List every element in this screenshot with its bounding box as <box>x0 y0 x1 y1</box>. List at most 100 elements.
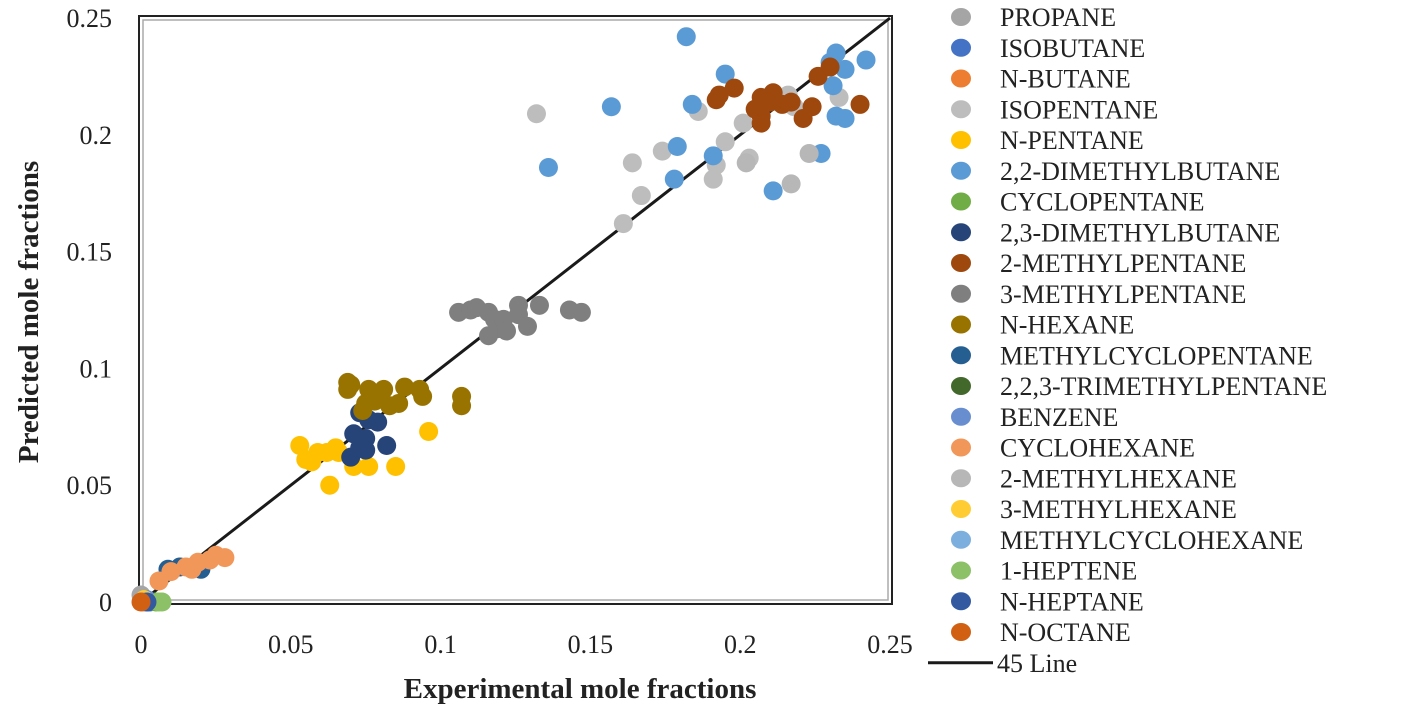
legend-marker-n-butane <box>951 69 971 88</box>
legend-marker-n-pentane <box>951 131 971 149</box>
point-2-3-dimethylbutane <box>356 440 376 460</box>
point-2-2-dimethylbutane <box>763 181 783 201</box>
point-n-octane <box>131 592 151 612</box>
point-2-methylpentane <box>724 78 744 98</box>
point-3-methylpentane <box>479 326 499 346</box>
point-3-methylpentane <box>571 302 591 322</box>
legend-marker-propane <box>951 8 971 26</box>
point-3-methylpentane <box>508 295 528 315</box>
legend-label: N-BUTANE <box>1000 65 1131 94</box>
legend-marker-3-methylpentane <box>951 284 971 303</box>
point-2-methylpentane <box>781 92 801 112</box>
point-2-2-dimethylbutane <box>856 50 876 70</box>
legend-label: N-OCTANE <box>1000 618 1131 647</box>
legend-label: 2-METHYLHEXANE <box>1000 464 1237 493</box>
x-tick-label: 0.25 <box>867 630 913 659</box>
point-2-2-dimethylbutane <box>664 169 684 189</box>
point-n-pentane <box>419 421 439 441</box>
point-2-methylpentane <box>850 94 870 114</box>
legend: PROPANEISOBUTANEN-BUTANEISOPENTANEN-PENT… <box>928 3 1327 678</box>
point-n-pentane <box>386 457 406 477</box>
legend-label: N-HEPTANE <box>1000 587 1144 616</box>
point-isopentane <box>715 132 735 152</box>
legend-marker-n-hexane <box>951 315 971 334</box>
y-tick-label: 0.15 <box>67 238 113 267</box>
point-2-methylhexane <box>799 143 819 163</box>
point-2-2-dimethylbutane <box>538 158 558 178</box>
point-n-hexane <box>452 396 472 416</box>
legend-marker-methylcyclohexane <box>951 530 971 549</box>
point-2-2-dimethylbutane <box>835 59 855 79</box>
point-3-methylpentane <box>517 316 537 336</box>
legend-marker-cyclohexane <box>951 438 971 457</box>
y-tick-label: 0.05 <box>67 471 113 500</box>
point-n-hexane <box>389 393 409 413</box>
legend-marker-cyclopentane <box>951 192 971 211</box>
point-2-2-dimethylbutane <box>676 27 696 47</box>
legend-marker-2-2-3-trimethylpentane <box>951 377 971 395</box>
legend-label: 2,2,3-TRIMETHYLPENTANE <box>1000 372 1327 401</box>
point-cyclohexane <box>161 562 181 582</box>
point-2-3-dimethylbutane <box>368 412 388 432</box>
x-tick-label: 0.2 <box>724 630 757 659</box>
legend-label: 3-METHYLHEXANE <box>1000 495 1237 524</box>
point-n-hexane <box>353 400 373 420</box>
legend-label: BENZENE <box>1000 403 1118 432</box>
legend-label: N-PENTANE <box>1000 126 1144 155</box>
point-1-heptene <box>152 592 172 612</box>
point-2-2-dimethylbutane <box>823 76 843 96</box>
point-3-methylpentane <box>497 321 517 341</box>
point-2-methylhexane <box>736 153 756 173</box>
point-n-pentane <box>320 475 340 495</box>
legend-label: 1-HEPTENE <box>1000 557 1137 586</box>
legend-label: ISOBUTANE <box>1000 34 1145 63</box>
point-2-methylpentane <box>709 85 729 105</box>
legend-marker-2-methylpentane <box>951 254 971 272</box>
legend-label: METHYLCYCLOHEXANE <box>1000 526 1303 555</box>
point-cyclohexane <box>206 545 226 565</box>
legend-marker-2-2-dimethylbutane <box>951 161 971 180</box>
legend-marker-3-methylhexane <box>951 500 971 518</box>
point-n-hexane <box>395 377 415 397</box>
point-isopentane <box>652 141 672 161</box>
point-isopentane <box>526 104 546 124</box>
point-n-pentane <box>359 457 379 477</box>
legend-marker-isopentane <box>951 100 971 119</box>
point-2-2-dimethylbutane <box>835 108 855 128</box>
legend-label: 45 Line <box>997 649 1077 678</box>
plot-frame-inner <box>142 19 889 601</box>
legend-marker-n-octane <box>951 623 971 641</box>
legend-label: ISOPENTANE <box>1000 95 1158 124</box>
point-2-methylhexane <box>781 174 801 194</box>
plot-area <box>131 15 893 612</box>
x-tick-label: 0.05 <box>268 630 314 659</box>
point-2-methylpentane <box>820 57 840 77</box>
point-2-2-dimethylbutane <box>667 136 687 156</box>
legend-label: CYCLOHEXANE <box>1000 434 1195 463</box>
axis-ticks: 0 0.05 0.1 0.15 0.2 0.25 0 0.05 0.1 0.15 0.2 0.25 <box>67 4 913 659</box>
legend-marker-2-methylhexane <box>951 469 971 488</box>
legend-marker-benzene <box>951 407 971 426</box>
point-2-2-dimethylbutane <box>682 94 702 114</box>
x-tick-label: 0 <box>135 630 148 659</box>
point-isopentane <box>733 113 753 133</box>
legend-marker-2-3-dimethylbutane <box>951 223 971 242</box>
point-2-methylpentane <box>802 97 822 117</box>
point-n-hexane <box>338 379 358 399</box>
y-axis-title: Predicted mole fractions <box>13 161 45 463</box>
legend-label: 2,2-DIMETHYLBUTANE <box>1000 157 1280 186</box>
point-3-methylpentane <box>529 295 549 315</box>
point-cyclohexane <box>182 559 202 579</box>
legend-label: PROPANE <box>1000 3 1116 32</box>
y-tick-label: 0.25 <box>67 4 113 33</box>
legend-label: 3-METHYLPENTANE <box>1000 280 1246 309</box>
point-2-methylpentane <box>751 113 771 133</box>
point-isopentane <box>613 214 633 234</box>
legend-label: N-HEXANE <box>1000 311 1134 340</box>
legend-label: 2-METHYLPENTANE <box>1000 249 1246 278</box>
point-2-2-dimethylbutane <box>703 146 723 166</box>
legend-marker-methylcyclopentane <box>951 346 971 365</box>
x-tick-label: 0.1 <box>424 630 457 659</box>
x-tick-label: 0.15 <box>568 630 614 659</box>
